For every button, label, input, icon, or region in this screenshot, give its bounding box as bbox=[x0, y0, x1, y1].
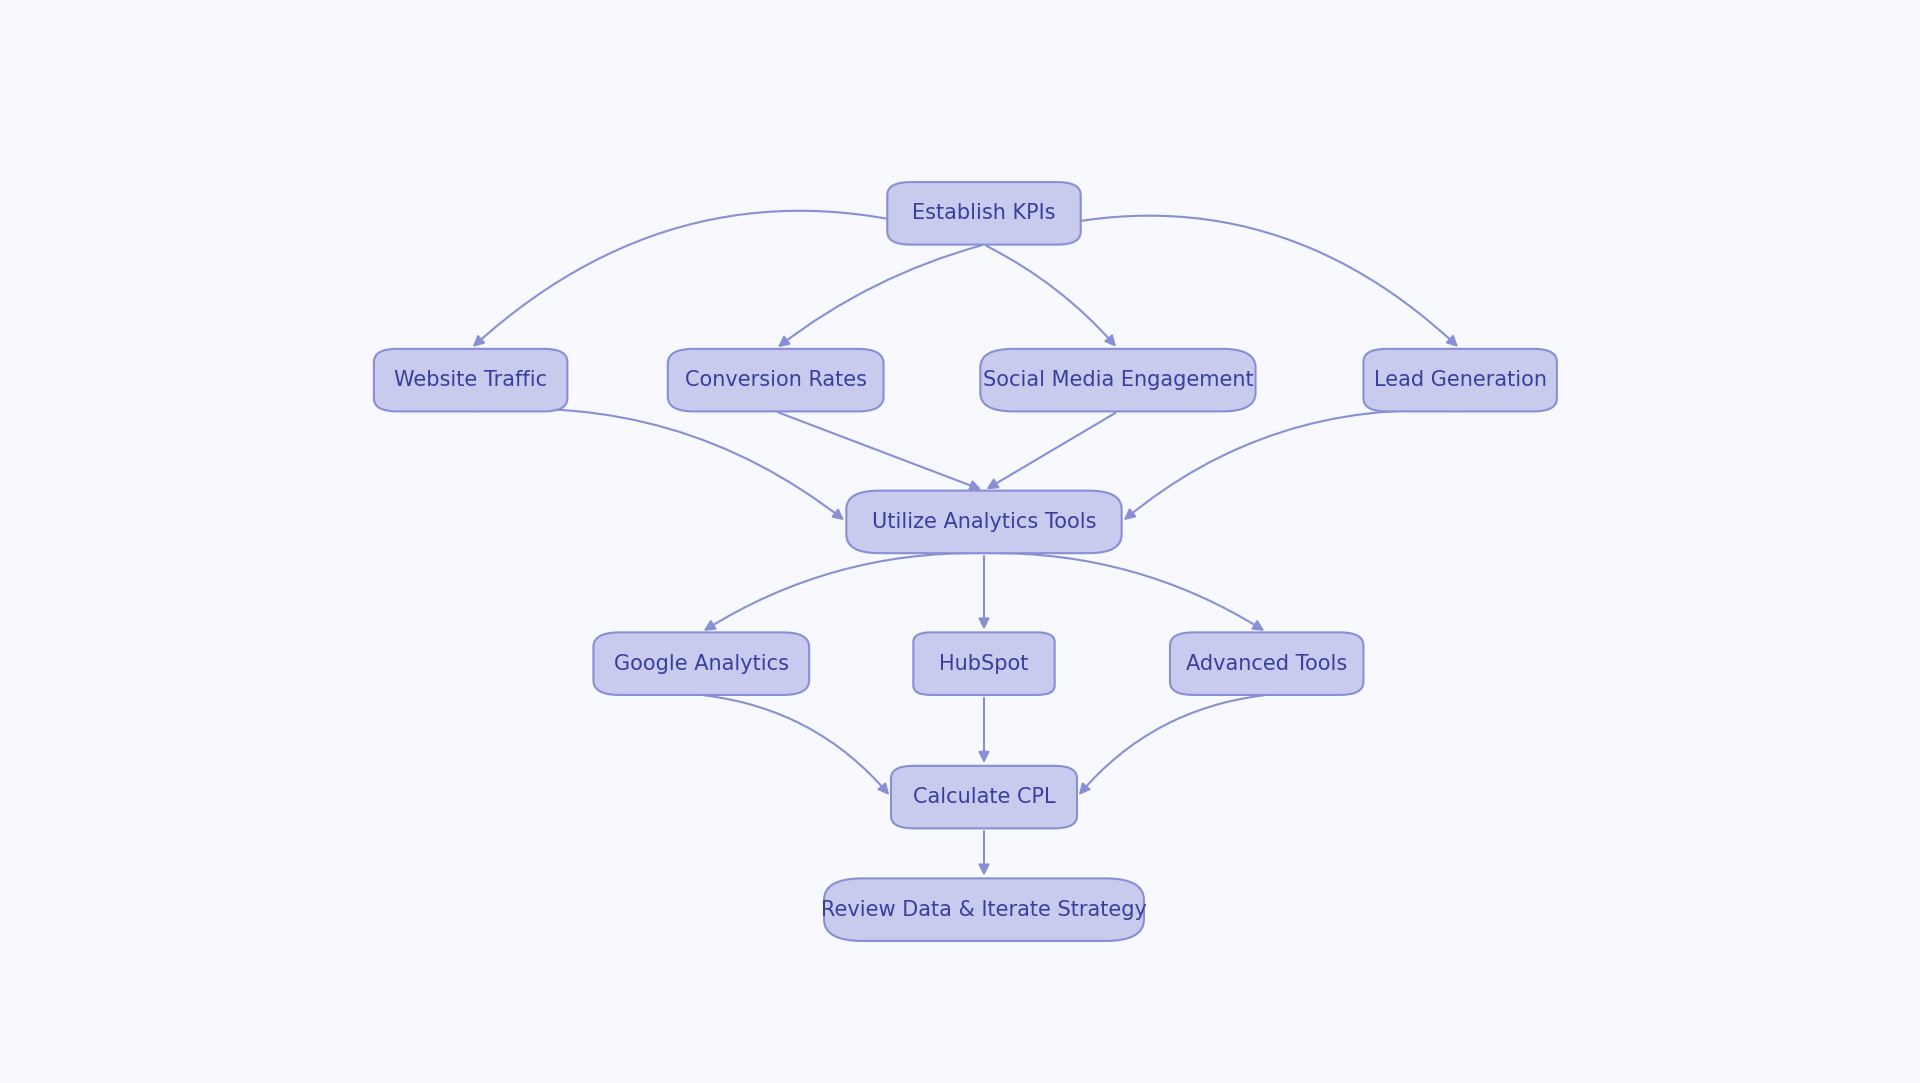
FancyBboxPatch shape bbox=[824, 878, 1144, 941]
Text: Conversion Rates: Conversion Rates bbox=[685, 370, 866, 390]
FancyBboxPatch shape bbox=[668, 349, 883, 412]
FancyBboxPatch shape bbox=[1169, 632, 1363, 695]
Text: Establish KPIs: Establish KPIs bbox=[912, 204, 1056, 223]
FancyBboxPatch shape bbox=[981, 349, 1256, 412]
FancyBboxPatch shape bbox=[914, 632, 1054, 695]
Text: Lead Generation: Lead Generation bbox=[1373, 370, 1548, 390]
Text: Review Data & Iterate Strategy: Review Data & Iterate Strategy bbox=[822, 900, 1146, 919]
FancyBboxPatch shape bbox=[374, 349, 568, 412]
FancyBboxPatch shape bbox=[891, 766, 1077, 828]
Text: HubSpot: HubSpot bbox=[939, 654, 1029, 674]
Text: Social Media Engagement: Social Media Engagement bbox=[983, 370, 1254, 390]
FancyBboxPatch shape bbox=[847, 491, 1121, 553]
Text: Calculate CPL: Calculate CPL bbox=[912, 787, 1056, 807]
Text: Utilize Analytics Tools: Utilize Analytics Tools bbox=[872, 512, 1096, 532]
Text: Advanced Tools: Advanced Tools bbox=[1187, 654, 1348, 674]
FancyBboxPatch shape bbox=[887, 182, 1081, 245]
FancyBboxPatch shape bbox=[593, 632, 808, 695]
FancyBboxPatch shape bbox=[1363, 349, 1557, 412]
Text: Google Analytics: Google Analytics bbox=[614, 654, 789, 674]
Text: Website Traffic: Website Traffic bbox=[394, 370, 547, 390]
